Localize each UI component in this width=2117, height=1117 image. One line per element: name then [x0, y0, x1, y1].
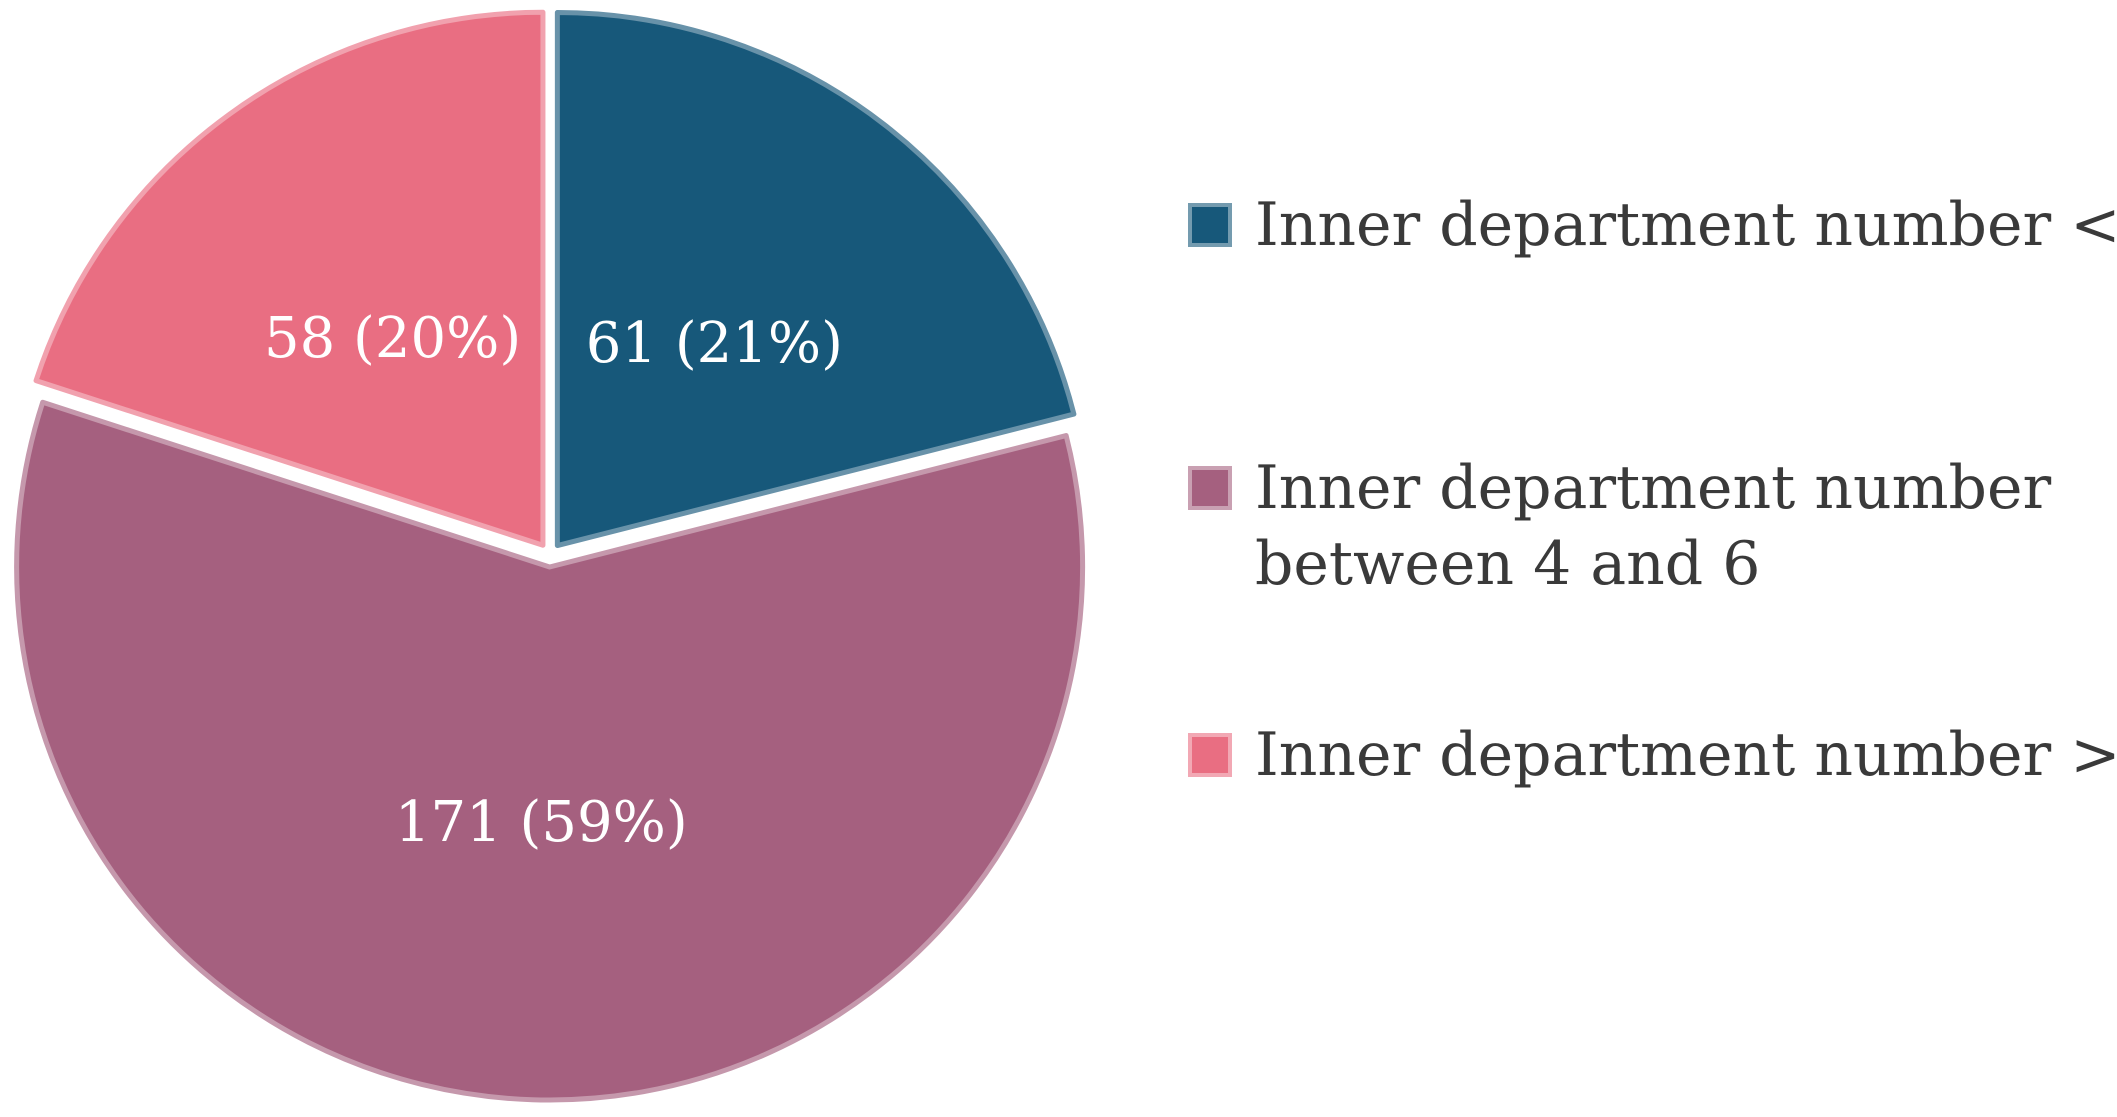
legend-label-1-line-1: Inner department number < 3 [1255, 190, 2117, 260]
pie-slices [14, 9, 1086, 1103]
pie-slice-1 [554, 10, 1077, 549]
legend-swatch-1 [1188, 203, 1232, 247]
legend: Inner department number < 3 Inner departm… [1188, 190, 2117, 790]
legend-swatch-3 [1188, 733, 1232, 777]
legend-label-2-line-1: Inner department number [1255, 453, 2051, 523]
slice-data-label-3: 58 (20%) [264, 306, 521, 371]
pie-slice-2 [14, 399, 1086, 1103]
legend-label-3-line-1: Inner department number > 6 [1255, 720, 2117, 790]
slice-data-label-1: 61 (21%) [586, 311, 843, 376]
pie-slice-labels: 61 (21%) 171 (59%) 58 (20%) [264, 306, 843, 855]
pie-slice-3 [33, 9, 546, 548]
legend-label-2-line-2: between 4 and 6 [1255, 529, 1760, 599]
slice-data-label-2: 171 (59%) [395, 790, 688, 855]
legend-swatch-2 [1188, 466, 1232, 510]
